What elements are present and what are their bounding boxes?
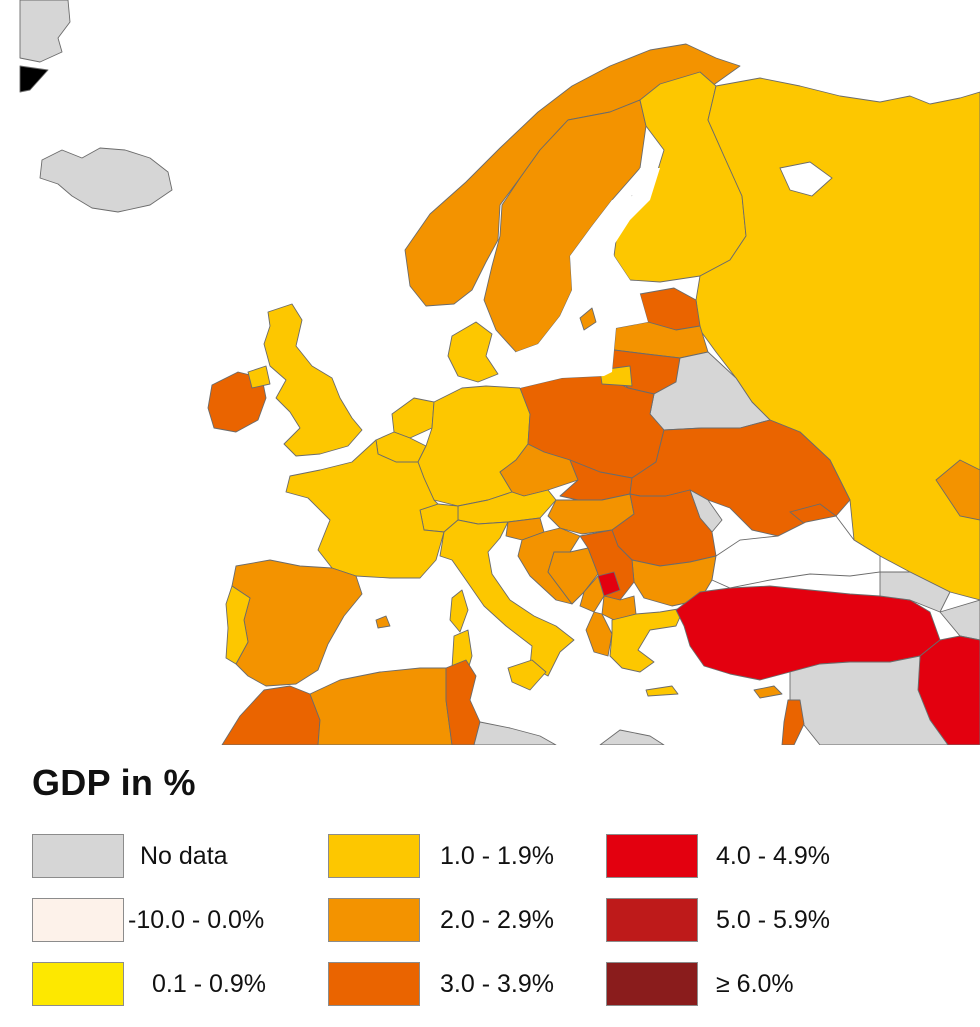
map-region-shape [375,615,391,629]
map-region-shape [19,65,49,93]
country-bulgaria [631,555,717,607]
map-region-shape [592,168,660,248]
map-region-shape [247,365,271,389]
country-greece [609,607,685,673]
country-greenland [19,0,71,63]
country-france [285,439,445,579]
map-region-shape [711,515,881,589]
country-tunisia [445,659,481,745]
legend-swatch-3-0 [328,962,420,1006]
map-region-shape [599,729,665,745]
country-albania [585,611,613,657]
country-cyprus [753,685,783,699]
legend-label-0-1: 0.1 - 0.9% [152,970,266,998]
country-iceland [39,147,173,213]
country-spain [231,559,363,687]
map-region-shape [507,659,547,691]
map-region-shape [516,226,648,388]
legend-label-2-0: 2.0 - 2.9% [440,906,554,934]
country-denmark [447,321,499,383]
country-montenegro [579,575,605,613]
legend-swatch-5-0 [606,898,698,942]
legend-swatch-no-data [32,834,124,878]
legend-label-negative: -10.0 - 0.0% [128,906,265,934]
map-region-shape [939,599,980,641]
legend-swatch-6-0 [606,962,698,1006]
legend-label-5-0: 5.0 - 5.9% [716,906,830,934]
legend-label-1-0: 1.0 - 1.9% [440,842,554,870]
map-region-shape [645,685,679,697]
map-region-shape [449,589,469,633]
country-russia [695,77,980,601]
europe-map [19,0,980,745]
legend-label-4-0: 4.0 - 4.9% [716,842,830,870]
country-lebanon-israel [781,699,805,745]
legend-label-3-0: 3.0 - 3.9% [440,970,554,998]
legend-label-no-data: No data [140,842,228,870]
country-algeria [309,667,453,745]
legend-swatch-4-0 [606,834,698,878]
country-libya [473,721,557,745]
legend-swatch-1-0 [328,834,420,878]
legend-swatch-2-0 [328,898,420,942]
country-serbia [579,529,635,601]
map-region [19,0,980,745]
map-region-shape [579,307,597,331]
country-united-kingdom [263,303,363,457]
legend-label-6-0: ≥ 6.0% [716,970,794,998]
country-italy [439,519,575,677]
map-region-shape [935,459,980,521]
country-portugal [225,585,251,665]
legend-swatch-negative [32,898,124,942]
legend-title: GDP in % [32,762,196,803]
country-netherlands [391,397,435,439]
legend-swatch-0-1 [32,962,124,1006]
country-morocco [221,685,321,745]
map-region-shape [779,161,833,197]
